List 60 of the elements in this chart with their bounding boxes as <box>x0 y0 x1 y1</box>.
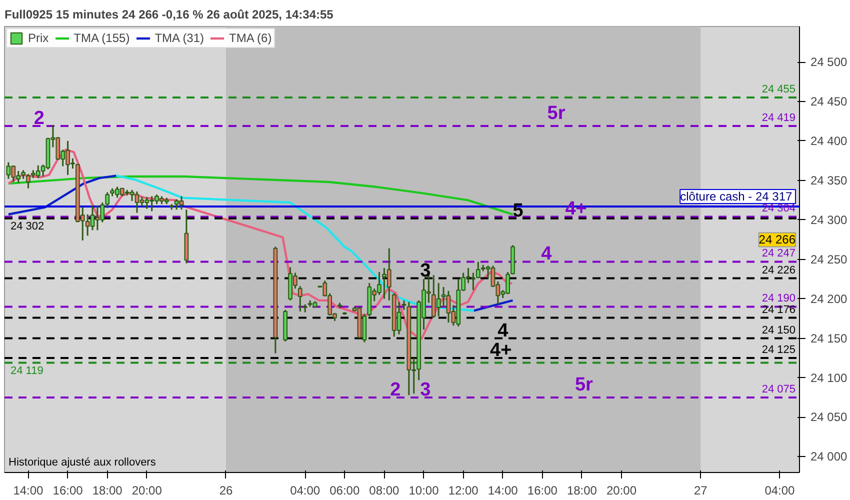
y-tick-label: 24 050 <box>810 410 848 424</box>
annotation: 4+ <box>490 340 512 362</box>
ref-line-label: 24 190 <box>762 292 796 305</box>
x-tick-label: 14:00 <box>488 484 518 498</box>
candlestick <box>105 192 110 209</box>
x-tick-label: 10:00 <box>408 484 440 498</box>
ref-line-label: 24 226 <box>762 264 796 276</box>
x-tick-label: 18:00 <box>92 484 123 498</box>
x-tick-label: 16:00 <box>52 484 84 498</box>
annotation: 5r <box>547 102 566 124</box>
annotation: 24 266 <box>758 232 796 247</box>
x-tick-label: 20:00 <box>132 484 162 498</box>
x-tick-label: 27 <box>694 484 708 498</box>
annotation: 4 <box>541 244 552 265</box>
annotation: 3 <box>420 380 431 401</box>
x-tick-label: 16:00 <box>527 484 558 498</box>
annotation: 3 <box>420 260 431 282</box>
annotation: 5r <box>574 374 594 396</box>
annotation: 4 <box>498 320 509 342</box>
chart-title: Full0925 15 minutes 24 266 -0,16 % 26 août 2025, 14:34:55 <box>4 8 334 22</box>
annotation: 2 <box>390 380 401 401</box>
ref-line-label: 24 075 <box>762 384 796 396</box>
annotation: 2 <box>34 108 44 129</box>
line-series <box>7 148 514 340</box>
y-tick-label: 24 100 <box>810 370 848 385</box>
x-tick-label: 04:00 <box>764 484 796 498</box>
ref-line-label: 24 247 <box>762 248 796 260</box>
ref-line-label: clôture cash - 24 317 <box>680 189 792 204</box>
x-tick-label: 12:00 <box>448 484 479 498</box>
y-tick-label: 24 250 <box>810 252 848 266</box>
y-tick-label: 24 350 <box>810 173 848 188</box>
y-tick-label: 24 450 <box>810 94 848 108</box>
ref-line-label: 24 455 <box>762 84 796 96</box>
y-tick-label: 24 150 <box>810 331 848 346</box>
candlestick <box>471 272 476 291</box>
ref-line-label: 24 150 <box>762 324 796 336</box>
candlestick <box>298 285 302 312</box>
x-tick-label: 18:00 <box>566 484 598 498</box>
x-tick-label: 26 <box>219 484 233 498</box>
y-tick-label: 24 200 <box>810 292 848 306</box>
y-tick-label: 24 300 <box>810 212 848 227</box>
line-series <box>7 175 514 216</box>
ref-line-label: 24 119 <box>10 364 44 377</box>
x-tick-label: 08:00 <box>369 484 400 498</box>
ref-line-label: 24 125 <box>762 344 796 356</box>
legend-label: Prix <box>28 31 49 45</box>
ref-line-label: 24 419 <box>762 112 796 124</box>
y-tick-label: 24 400 <box>810 134 848 148</box>
ref-line-label: 24 302 <box>10 220 44 232</box>
x-tick-label: 04:00 <box>290 484 320 498</box>
legend-label: TMA (6) <box>229 31 272 45</box>
annotation: Historique ajusté aux rollovers <box>8 456 156 468</box>
ref-line-label: 24 176 <box>762 304 796 316</box>
x-tick-label: 20:00 <box>606 484 637 498</box>
y-tick-label: 24 000 <box>810 450 848 464</box>
legend-label: TMA (155) <box>74 31 130 45</box>
x-tick-label: 06:00 <box>330 484 360 498</box>
x-tick-label: 14:00 <box>13 484 44 498</box>
legend-label: TMA (31) <box>154 31 204 45</box>
y-tick-label: 24 500 <box>810 55 848 70</box>
